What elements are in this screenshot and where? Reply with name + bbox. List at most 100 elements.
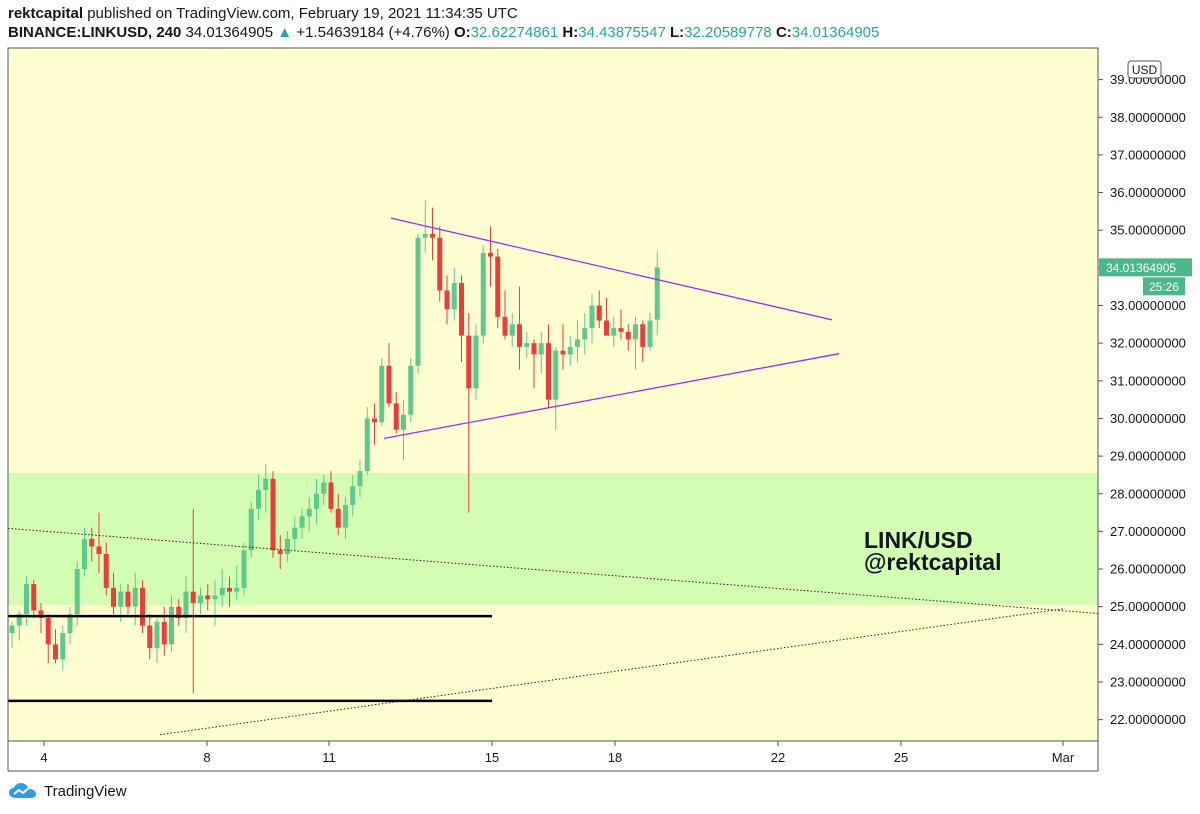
candle-body xyxy=(82,538,87,570)
candle-body xyxy=(328,482,334,509)
support-zone xyxy=(8,473,1098,605)
author-name[interactable]: rektcapital xyxy=(8,5,84,22)
candle xyxy=(140,580,145,634)
watermark-line2: @rektcapital xyxy=(864,549,1001,575)
high-label: H: xyxy=(562,24,579,41)
candle xyxy=(372,403,377,445)
candle xyxy=(640,320,646,362)
candle-body xyxy=(31,584,37,611)
overlays xyxy=(7,217,1099,736)
candle xyxy=(161,606,167,656)
candle xyxy=(147,614,153,660)
candle-body xyxy=(335,508,341,528)
candle-body xyxy=(96,546,102,554)
candle-body xyxy=(553,350,559,400)
price-tick-label: 27.00000000 xyxy=(1110,524,1186,539)
candle-body xyxy=(111,587,116,607)
symbol-label[interactable]: BINANCE:LINKUSD, 240 xyxy=(8,24,182,41)
price-tick-label: 28.00000000 xyxy=(1110,486,1186,501)
candle-body xyxy=(480,252,486,336)
candle xyxy=(393,392,399,434)
candle xyxy=(321,474,327,506)
candle xyxy=(517,286,522,370)
candle-body xyxy=(234,587,240,592)
price-axis[interactable]: 22.00000000 23.00000000 24.00000000 25.0000… xyxy=(1098,72,1186,727)
candle xyxy=(24,576,29,626)
candle-body xyxy=(161,621,167,645)
candle-body xyxy=(241,550,247,588)
candle-body xyxy=(183,591,189,618)
candle-body xyxy=(343,505,348,528)
time-tick-label: 25 xyxy=(894,750,908,765)
candle-body xyxy=(538,343,544,355)
currency-badge[interactable]: USD xyxy=(1127,60,1162,79)
candle xyxy=(270,471,276,558)
candle xyxy=(263,463,269,513)
candle xyxy=(596,290,602,329)
price-tick-label: 24.00000000 xyxy=(1110,637,1186,652)
countdown-badge: 25:26 xyxy=(1143,277,1185,296)
candle xyxy=(219,569,225,607)
time-tick-label: 22 xyxy=(771,750,785,765)
price-chart[interactable]: 22.00000000 23.00000000 24.00000000 25.0000… xyxy=(0,46,1200,774)
price-tick-label: 30.00000000 xyxy=(1110,411,1186,426)
tradingview-footer[interactable]: TradingView xyxy=(8,782,127,800)
candle xyxy=(480,245,486,344)
candle xyxy=(190,508,196,694)
candle xyxy=(567,335,573,366)
candle xyxy=(473,324,479,400)
candle xyxy=(103,542,109,596)
candle xyxy=(248,501,254,558)
candle-body xyxy=(379,365,385,423)
candle-body xyxy=(154,621,160,649)
candle xyxy=(618,309,624,340)
candle xyxy=(299,508,305,539)
low-value: 32.20589778 xyxy=(684,24,772,41)
candle-body xyxy=(364,418,370,472)
candle-body xyxy=(314,493,319,509)
candle-body xyxy=(575,339,580,347)
candle xyxy=(241,542,247,596)
close-value: 34.01364905 xyxy=(791,24,880,41)
candle-body xyxy=(292,527,298,539)
last-price-badge: 34.01364905 xyxy=(1099,258,1192,277)
candle xyxy=(38,602,44,634)
time-axis[interactable]: 4 8 11 15 18 22 25 Mar xyxy=(40,741,1075,765)
candle-body xyxy=(604,320,609,336)
candle-body xyxy=(517,324,522,347)
price-tick-label: 35.00000000 xyxy=(1110,223,1186,238)
candle xyxy=(633,316,638,370)
candle xyxy=(560,324,566,370)
candle-body xyxy=(350,486,356,506)
time-tick-label: 18 xyxy=(608,750,622,765)
candle xyxy=(67,606,73,645)
candle-body xyxy=(422,233,428,238)
candle-body xyxy=(16,614,22,626)
candle-body xyxy=(372,418,377,423)
candle xyxy=(234,565,240,600)
candle xyxy=(314,478,319,524)
candle-body xyxy=(118,591,124,607)
price-tick-label: 23.00000000 xyxy=(1110,675,1186,690)
candle-body xyxy=(263,478,269,490)
candle-body xyxy=(256,489,261,509)
candle-body xyxy=(393,403,399,430)
candle xyxy=(53,629,58,664)
candle xyxy=(111,572,116,615)
candle xyxy=(502,290,508,340)
tradingview-cloud-icon xyxy=(9,783,36,798)
candle xyxy=(582,313,588,355)
candle xyxy=(154,617,160,664)
candle-body xyxy=(502,316,508,336)
candle-body xyxy=(459,282,464,336)
candle xyxy=(531,339,537,389)
candle-body xyxy=(306,508,312,517)
price-tick-label: 33.00000000 xyxy=(1110,298,1186,313)
candle-body xyxy=(430,233,435,238)
candle-body xyxy=(640,324,646,347)
candle xyxy=(328,471,334,513)
candle xyxy=(227,576,232,607)
candle-body xyxy=(103,553,109,588)
candle-body xyxy=(437,237,443,291)
candle-body xyxy=(524,343,530,347)
